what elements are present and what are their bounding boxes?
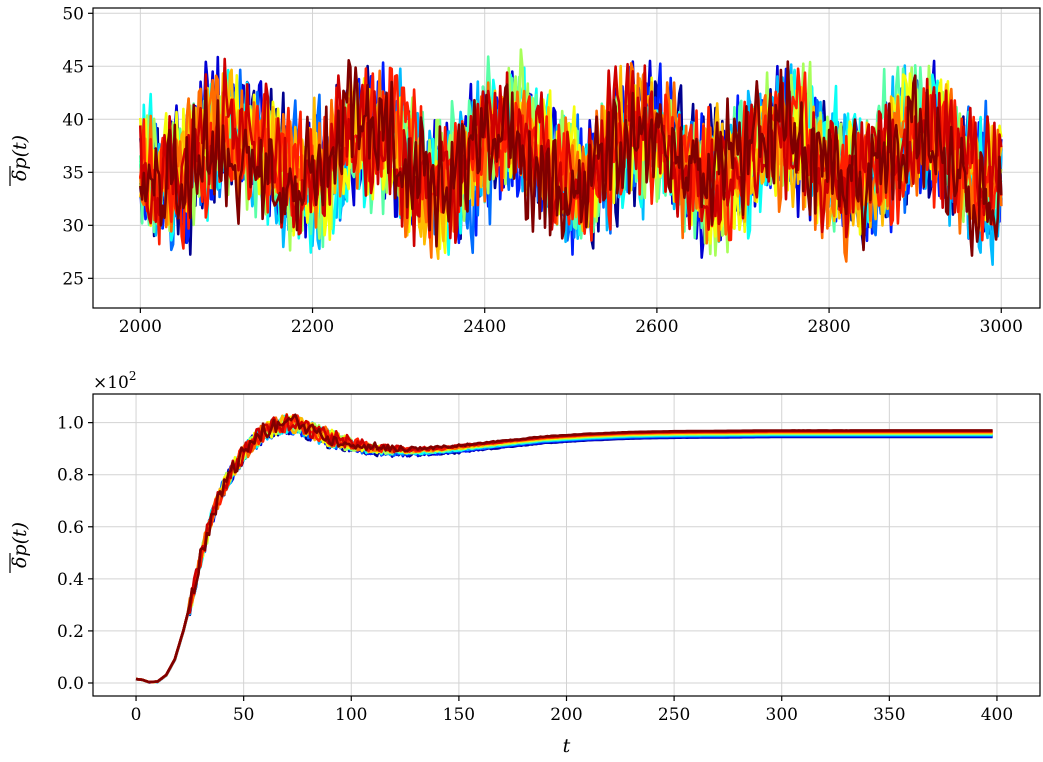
bottom-x-tick-label: 400 — [981, 705, 1013, 725]
bottom-x-tick-label: 150 — [443, 705, 475, 725]
bottom-series-line — [135, 413, 993, 684]
bottom-grid — [93, 394, 1040, 696]
bottom-series-line — [135, 418, 993, 684]
top-series-line — [139, 57, 1003, 248]
top-y-tick-label: 45 — [62, 57, 84, 77]
top-x-tick-label: 2400 — [463, 317, 506, 337]
bottom-series-line — [135, 416, 993, 684]
top-x-tick-label: 2000 — [119, 317, 162, 337]
bottom-y-tick-label: 0.6 — [57, 518, 84, 538]
bottom-y-multiplier: ×102 — [93, 369, 137, 393]
bottom-series-line — [135, 414, 993, 684]
bottom-y-axis-label: δp(t) — [9, 522, 31, 568]
bottom-ticks: 0 50 100 150 200 250 300 350 400 0.0 0.2 0.4 0.6 0.8 1… — [57, 414, 1013, 725]
top-plot-frame — [92, 7, 1041, 309]
bottom-x-tick-label: 350 — [873, 705, 905, 725]
bottom-x-axis-label: t — [563, 735, 571, 757]
top-x-tick-label: 3000 — [980, 317, 1023, 337]
top-series-group — [139, 48, 1003, 266]
top-y-tick-label: 35 — [62, 163, 84, 183]
bottom-x-tick-label: 300 — [766, 705, 798, 725]
bottom-x-tick-label: 250 — [658, 705, 690, 725]
bottom-series-line — [135, 413, 993, 684]
bottom-series-line — [135, 415, 993, 684]
bottom-series-line — [135, 414, 993, 684]
bottom-series-line — [135, 413, 993, 684]
top-y-axis-label: δp(t) — [9, 135, 31, 181]
bottom-series-line — [135, 415, 993, 684]
bottom-y-tick-label: 1.0 — [57, 414, 84, 434]
bottom-series-line — [135, 416, 993, 684]
top-x-tick-label: 2800 — [807, 317, 850, 337]
bottom-panel: 0 50 100 150 200 250 300 350 400 0.0 0.2 0.4 0.6 0.8 1… — [9, 369, 1041, 757]
bottom-y-tick-label: 0.2 — [57, 622, 84, 642]
bottom-series-group — [135, 413, 993, 684]
top-y-tick-label: 50 — [62, 4, 84, 24]
bottom-y-multiplier-base: ×10 — [93, 373, 129, 393]
bottom-x-tick-label: 0 — [131, 705, 142, 725]
bottom-series-line — [135, 413, 993, 684]
bottom-x-tick-label: 50 — [233, 705, 255, 725]
top-panel: 2000 2200 2400 2600 2800 3000 25 30 35 40 45 50 δp(… — [9, 4, 1041, 337]
bottom-series-line — [135, 419, 993, 684]
top-ticks: 2000 2200 2400 2600 2800 3000 25 30 35 40 45 50 — [62, 4, 1023, 337]
top-y-tick-label: 25 — [62, 269, 84, 289]
top-x-tick-label: 2600 — [635, 317, 678, 337]
bottom-x-tick-label: 100 — [335, 705, 367, 725]
bottom-x-tick-label: 200 — [550, 705, 582, 725]
bottom-series-line — [135, 415, 993, 684]
bottom-series-line — [135, 414, 993, 684]
bottom-y-tick-label: 0.0 — [57, 674, 84, 694]
bottom-y-tick-label: 0.8 — [57, 466, 84, 486]
top-y-tick-label: 30 — [62, 216, 84, 236]
top-x-tick-label: 2200 — [291, 317, 334, 337]
bottom-y-multiplier-exponent: 2 — [129, 369, 137, 383]
top-series-line — [139, 59, 1003, 257]
top-y-tick-label: 40 — [62, 110, 84, 130]
bottom-y-tick-label: 0.4 — [57, 570, 84, 590]
